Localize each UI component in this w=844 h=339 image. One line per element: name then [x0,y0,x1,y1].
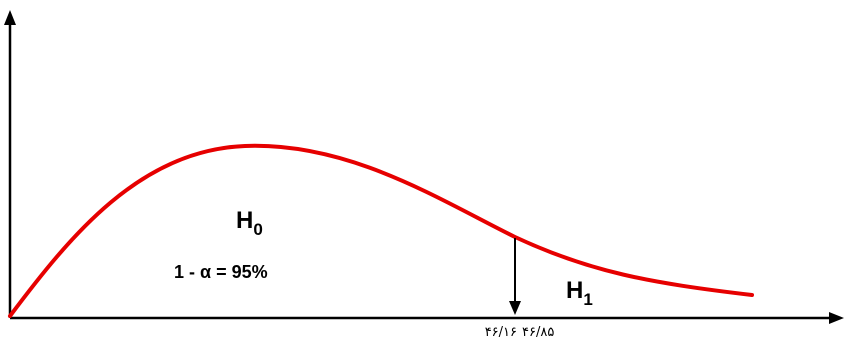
h0-main: H [236,207,253,234]
h0-subscript: 0 [253,220,262,239]
distribution-curve [8,143,754,318]
critical-value-left: ۴۶/۱۶ [485,325,517,339]
critical-value-arrowhead-icon [509,301,521,315]
y-axis-arrow-icon [4,10,16,25]
confidence-level-text: 1 - α = 95% [174,262,268,282]
critical-value-right: ۴۶/۸۵ [522,325,554,339]
h1-label: H1 [566,277,593,309]
h1-subscript: 1 [583,290,592,309]
h1-main: H [566,277,583,304]
x-axis-arrow-icon [829,312,844,324]
h0-label: H0 [236,207,263,239]
